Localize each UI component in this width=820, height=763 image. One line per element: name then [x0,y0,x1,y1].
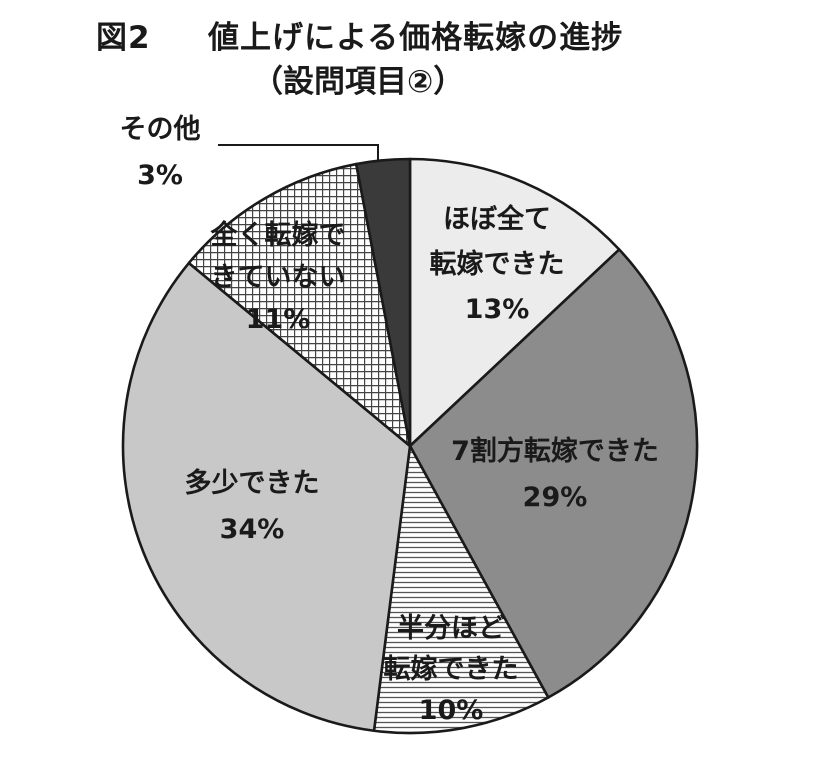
figure-label: 図2 [96,20,151,56]
slice-label: 全く転嫁できていない [210,219,346,293]
slice-value-label: 11% [246,304,311,335]
chart-subtitle: （設問項目②） [252,64,465,100]
slice-label: ほぼ全て転嫁できた [430,203,565,280]
slice-label: 半分ほど転嫁できた [384,613,519,685]
pie-slice [187,162,412,448]
chart-title: 図2 値上げによる価格転嫁の進捗 [96,18,623,58]
slice-value-label: 34% [220,514,285,545]
title-text: 値上げによる価格転嫁の進捗 [208,20,624,56]
slice-label: 多少できた [185,468,320,499]
leader-line [218,144,379,162]
pie-slice [354,157,412,448]
pie-slice [121,261,412,733]
pie-slice [408,157,621,448]
slice-label: 7割方転嫁できた [451,435,659,467]
slice-value-label: 29% [523,482,588,513]
slice-value-label: 10% [419,695,484,726]
pie-slice [372,444,550,735]
slice-label: その他 [120,114,201,145]
slice-value-label: 13% [465,294,530,325]
pie-slice [408,248,699,699]
slice-value-label: 3% [137,160,183,191]
